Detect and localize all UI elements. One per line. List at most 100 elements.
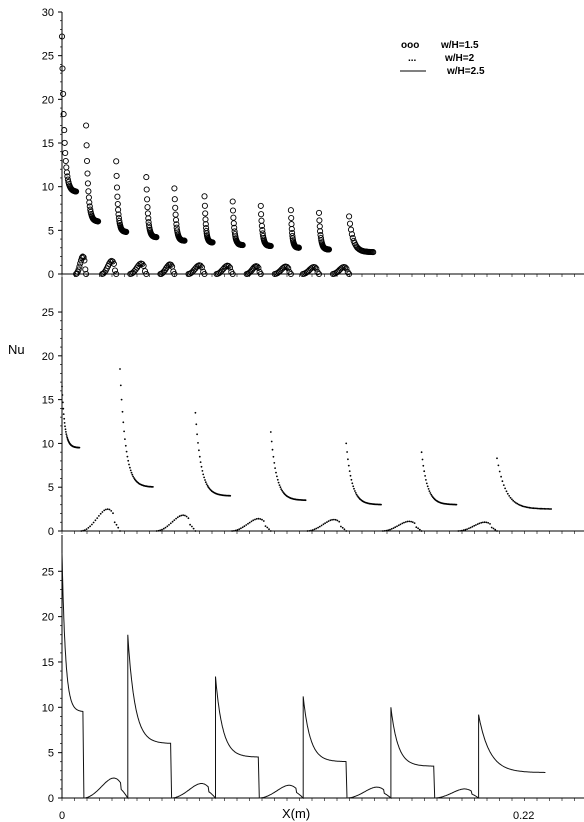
data-point-dot [159,529,162,532]
data-point-dot [131,473,134,476]
data-point-dot [540,507,543,510]
data-point-dot [175,517,178,520]
data-point-circle [77,260,84,267]
data-point-dot [236,529,239,531]
data-point-dot [420,451,423,454]
data-point-circle [349,234,356,241]
data-point-circle [288,225,295,233]
data-point-dot [459,530,461,532]
legend-label-2: w/H=2 [444,53,475,64]
data-point-dot [266,526,269,529]
data-point-dot [184,514,186,517]
data-point-dot [82,529,84,532]
data-point-circle [315,209,323,216]
data-point-circle [289,232,296,240]
data-point-dot [471,525,474,528]
data-point-dot [508,495,511,497]
data-point-dot [205,483,208,485]
data-point-circle [145,222,153,229]
data-point-dot [421,458,424,461]
data-point-dot [152,486,154,488]
data-point-circle [314,269,321,276]
y-tick-label-0-3: 15 [42,138,54,150]
data-point-dot [254,518,256,521]
data-point-dot [229,494,232,497]
data-point-dot [155,530,158,532]
series-line-w/H=2.5 [61,553,546,800]
data-point-dot [204,479,206,481]
data-point-circle [85,194,92,201]
y-tick-label-2-0: 0 [48,793,54,805]
data-point-circle [347,226,355,233]
data-point-dot [122,421,125,424]
data-point-dot [542,507,544,510]
data-point-dot [516,502,519,505]
data-point-circle [172,211,179,218]
data-point-dot [532,507,535,510]
data-point-dot [385,529,388,532]
data-point-dot [345,442,348,445]
data-point-dot [341,526,344,529]
data-point-dot [501,480,504,483]
data-point-dot [399,523,402,526]
data-point-circle [198,264,205,271]
data-point-circle [172,216,180,224]
data-point-dot [320,524,323,527]
data-point-dot [535,507,538,510]
data-point-circle [229,198,236,205]
data-point-dot [529,507,532,509]
data-point-dot [397,524,400,527]
data-point-circle [171,185,178,192]
data-point-dot [475,524,477,526]
data-point-dot [112,512,114,515]
data-point-circle [116,217,123,224]
data-point-dot [415,526,418,529]
data-point-circle [203,227,210,235]
data-point-dot [121,410,124,413]
data-point-dot [92,521,95,524]
data-point-dot [99,512,102,515]
data-point-dot [123,430,125,433]
data-point-dot [383,530,386,532]
data-point-dot [164,526,167,529]
data-point-dot [404,521,407,523]
data-point-dot [401,522,404,525]
data-point-circle [346,213,353,220]
y-tick-label-2-1: 5 [48,748,54,760]
data-point-dot [128,463,130,466]
data-point-circle [171,196,178,203]
data-point-dot [245,524,248,526]
data-point-dot [261,518,263,521]
data-point-circle [346,220,354,227]
data-point-circle [143,186,150,193]
data-point-dot [233,530,235,532]
data-point-dot [390,528,393,530]
data-point-dot [250,520,253,523]
data-point-dot [85,528,88,530]
data-point-dot [157,529,160,532]
data-point-dot [133,477,135,479]
data-point-dot [113,521,116,524]
data-point-circle [123,228,130,235]
data-point-dot [403,521,405,524]
data-point-dot [429,492,432,494]
data-point-dot [313,528,316,531]
data-point-dot [199,461,202,463]
data-point-dot [504,487,506,490]
y-axis-title: Nu [8,342,25,357]
data-point-circle [267,242,274,250]
data-point-circle [239,242,246,249]
data-point-dot [536,507,539,510]
data-point-dot [308,530,311,532]
data-point-dot [548,508,551,510]
data-point-dot [329,519,332,522]
data-point-circle [348,231,355,238]
data-point-circle [257,202,264,209]
data-point-dot [480,521,483,524]
data-point-dot [119,368,121,370]
data-point-dot [502,484,505,486]
data-point-dot [62,413,65,415]
data-point-dot [198,455,201,458]
data-point-circle [114,193,121,200]
data-point-dot [191,525,193,528]
